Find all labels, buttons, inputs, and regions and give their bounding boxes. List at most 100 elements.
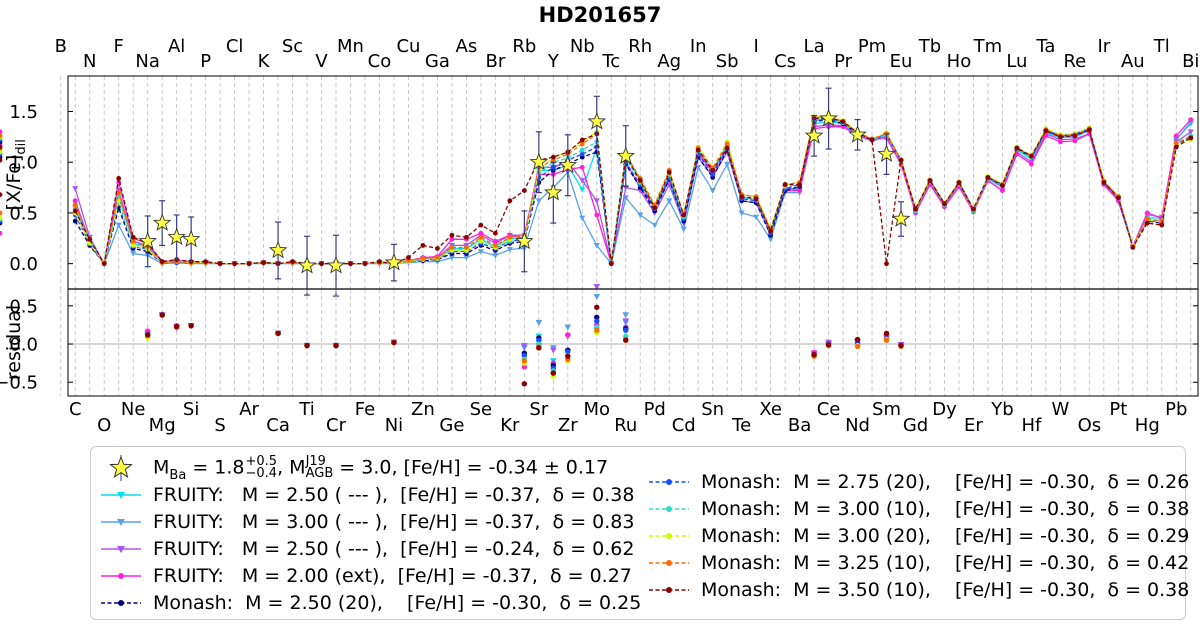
series-marker [435, 255, 440, 260]
series-marker [507, 198, 513, 204]
element-label-top: Pm [858, 36, 886, 57]
residual-point [622, 312, 630, 319]
legend-superscript: J19 [305, 454, 326, 469]
series-marker [593, 242, 600, 249]
element-label-top: F [114, 36, 124, 57]
series-marker [739, 194, 745, 200]
element-label-top: Y [547, 51, 560, 72]
ytick-label: 0.0 [9, 254, 38, 275]
legend-handle [649, 506, 689, 512]
y-axis-label: [X/Fe]dil [3, 139, 29, 210]
residual-point [521, 358, 528, 364]
legend-label: Monash: M = 2.50 (20), [Fe/H] = -0.30, δ… [153, 592, 642, 614]
element-label-top: Tb [918, 36, 941, 57]
ytick-label: 0.0 [9, 335, 38, 356]
series-marker [710, 171, 716, 177]
series-marker [1101, 180, 1107, 185]
series-marker [579, 151, 585, 157]
series-marker [1043, 133, 1049, 139]
series-marker [1144, 220, 1150, 226]
element-label-bottom: Sr [529, 399, 548, 420]
series-marker [0, 133, 3, 139]
series-marker [579, 187, 586, 193]
series-marker [507, 234, 513, 240]
element-label-bottom: Cr [326, 415, 347, 436]
series-marker [478, 238, 484, 244]
element-label-top: Co [368, 51, 392, 72]
element-label-top: Al [168, 36, 185, 57]
obs-star [558, 155, 578, 174]
series-marker [710, 167, 716, 173]
series-marker [203, 259, 209, 265]
legend-entry: FRUITY: M = 2.50 ( --- ), [Fe/H] = -0.37… [99, 482, 634, 508]
legend-text: = 3.0, [Fe/H] = -0.34 ± 0.17 [333, 456, 609, 479]
series-marker [898, 157, 904, 163]
series-marker [738, 210, 745, 217]
legend-entry: Monash: M = 2.75 (20), [Fe/H] = -0.30, δ… [647, 469, 1189, 495]
legend-marker [666, 479, 672, 485]
series-marker [130, 242, 136, 248]
residual-point [144, 328, 151, 334]
series-marker [72, 208, 78, 214]
residual-point [159, 312, 165, 318]
series-marker [1173, 133, 1179, 139]
legend-label: Monash: M = 3.00 (10), [Fe/H] = -0.30, δ… [701, 498, 1190, 520]
legend-entry: MBa = 1.8 +0.5 −0.4, M J19 AGB = 3.0, [Fe/H]… [99, 454, 609, 483]
chart-title: HD201657 [539, 3, 662, 27]
residual-point [391, 339, 397, 346]
element-label-bottom: Yb [990, 399, 1013, 420]
residual-point [173, 323, 180, 330]
obs-star [587, 111, 607, 130]
series-marker [0, 129, 3, 135]
ytick-label: −0.5 [0, 373, 38, 394]
series-marker [1187, 129, 1194, 135]
series-marker [319, 261, 324, 267]
element-label-top: Tm [973, 36, 1003, 57]
residual-point [883, 337, 890, 343]
residual-point [188, 322, 194, 329]
element-label-top: Nb [570, 36, 595, 57]
element-label-bottom: Ca [266, 415, 290, 436]
series-marker [348, 261, 353, 267]
element-label-top: Tl [1153, 36, 1170, 57]
series-marker [290, 259, 295, 265]
legend-model-stack: J19 AGB [305, 454, 334, 480]
residual-point [594, 318, 600, 324]
legend-handle [101, 573, 141, 579]
series-marker [420, 256, 426, 261]
series-marker [579, 147, 585, 153]
element-label-top: Rb [512, 36, 536, 57]
element-label-bottom: Ba [788, 415, 811, 436]
element-label-top: In [690, 36, 707, 57]
legend-handle [101, 519, 141, 526]
element-label-top: Pr [834, 51, 853, 72]
series-marker [0, 157, 3, 163]
residual-point [854, 336, 861, 343]
series-marker [1144, 210, 1150, 216]
series-marker [1000, 188, 1005, 194]
residual-point [594, 314, 600, 320]
legend-entry: Monash: M = 2.50 (20), [Fe/H] = -0.30, δ… [99, 590, 641, 616]
series-marker [1188, 117, 1194, 123]
element-label-top: La [804, 36, 825, 57]
element-label-top: Br [485, 51, 505, 72]
series-marker [1057, 139, 1063, 145]
series-marker [463, 245, 469, 250]
legend-handle [101, 492, 141, 499]
series-marker [130, 234, 136, 240]
element-label-bottom: Hf [1021, 415, 1042, 436]
element-label-top: Re [1063, 51, 1086, 72]
series-marker [449, 232, 455, 238]
series-line [74, 117, 1192, 266]
legend-label: FRUITY: M = 2.50 ( --- ), [Fe/H] = -0.37… [153, 484, 635, 506]
element-label-bottom: Ni [385, 415, 403, 436]
element-label-top: V [315, 51, 328, 72]
residual-point [521, 381, 528, 387]
series-marker [666, 198, 673, 204]
series-marker [593, 198, 600, 204]
residual-point [623, 337, 629, 343]
series-marker [478, 222, 484, 228]
legend-label: FRUITY: M = 3.00 ( --- ), [Fe/H] = -0.37… [153, 511, 635, 533]
residual-point [536, 345, 542, 351]
